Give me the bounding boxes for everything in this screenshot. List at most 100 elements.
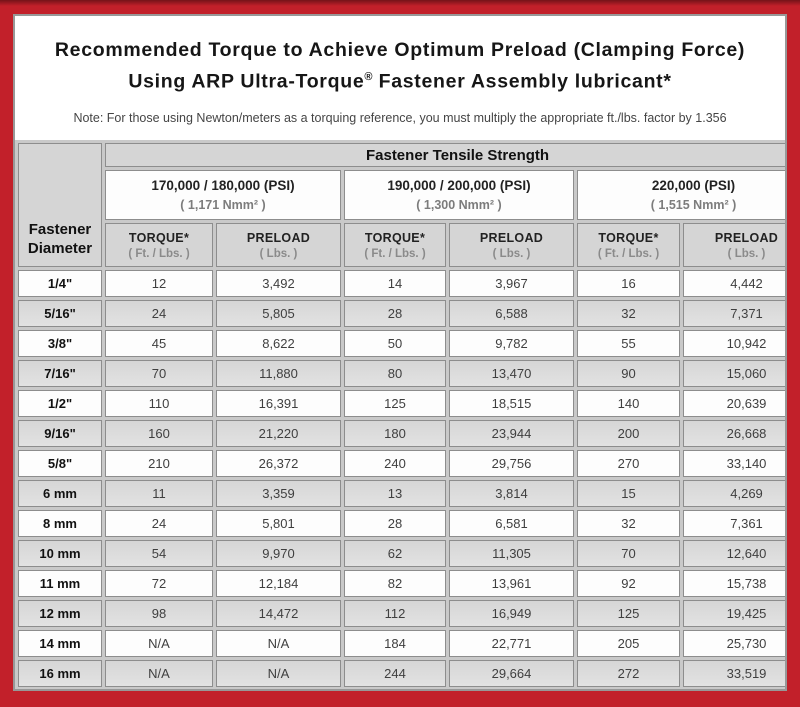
- torque-value: 112: [344, 600, 446, 627]
- torque-value: 54: [105, 540, 213, 567]
- torque-value: 45: [105, 330, 213, 357]
- torque-value: 15: [577, 480, 680, 507]
- column-header-torque-2: TORQUE* ( Ft. / Lbs. ): [344, 223, 446, 267]
- preload-value: 10,942: [683, 330, 785, 357]
- preload-value: 6,588: [449, 300, 574, 327]
- nmm-label: ( 1,515 Nmm² ): [650, 198, 737, 212]
- preload-value: 33,140: [683, 450, 785, 477]
- torque-value: 244: [344, 660, 446, 687]
- torque-value: 62: [344, 540, 446, 567]
- psi-label: 170,000 / 180,000 (PSI): [151, 178, 295, 193]
- preload-value: 12,640: [683, 540, 785, 567]
- row-diameter-label: 8 mm: [18, 510, 102, 537]
- torque-value: 125: [344, 390, 446, 417]
- row-diameter-label: 10 mm: [18, 540, 102, 567]
- strength-class-1: 170,000 / 180,000 (PSI) ( 1,171 Nmm² ): [105, 170, 341, 220]
- header-row-columns: TORQUE* ( Ft. / Lbs. ) PRELOAD ( Lbs. ) …: [18, 223, 785, 267]
- torque-value: 28: [344, 300, 446, 327]
- row-diameter-label: 7/16": [18, 360, 102, 387]
- title-block: Recommended Torque to Achieve Optimum Pr…: [15, 16, 785, 140]
- preload-value: 11,305: [449, 540, 574, 567]
- torque-value: 200: [577, 420, 680, 447]
- torque-value: 90: [577, 360, 680, 387]
- torque-value: 160: [105, 420, 213, 447]
- registered-mark: ®: [364, 71, 373, 83]
- table-row: 12 mm 98 14,472 112 16,949 125 19,425: [18, 600, 785, 627]
- table-row: 1/2" 110 16,391 125 18,515 140 20,639: [18, 390, 785, 417]
- preload-value: 5,805: [216, 300, 341, 327]
- strength-class-3: 220,000 (PSI) ( 1,515 Nmm² ): [577, 170, 785, 220]
- preload-value: 6,581: [449, 510, 574, 537]
- torque-value: 82: [344, 570, 446, 597]
- torque-value: 240: [344, 450, 446, 477]
- preload-value: 16,391: [216, 390, 341, 417]
- content-box: Recommended Torque to Achieve Optimum Pr…: [13, 14, 787, 691]
- preload-value: 7,361: [683, 510, 785, 537]
- preload-value: 7,371: [683, 300, 785, 327]
- preload-value: 13,961: [449, 570, 574, 597]
- column-header-torque-3: TORQUE* ( Ft. / Lbs. ): [577, 223, 680, 267]
- torque-value: 70: [577, 540, 680, 567]
- preload-value: 20,639: [683, 390, 785, 417]
- row-diameter-label: 5/8": [18, 450, 102, 477]
- torque-value: 24: [105, 300, 213, 327]
- preload-value: 13,470: [449, 360, 574, 387]
- torque-value: 70: [105, 360, 213, 387]
- preload-value: 9,970: [216, 540, 341, 567]
- torque-table: Fastener Diameter Fastener Tensile Stren…: [15, 140, 785, 689]
- preload-value: 3,967: [449, 270, 574, 297]
- nmm-label: ( 1,171 Nmm² ): [180, 198, 266, 212]
- preload-value: 9,782: [449, 330, 574, 357]
- torque-value: 16: [577, 270, 680, 297]
- row-diameter-label: 1/2": [18, 390, 102, 417]
- preload-value: 25,730: [683, 630, 785, 657]
- strength-class-2: 190,000 / 200,000 (PSI) ( 1,300 Nmm² ): [344, 170, 574, 220]
- title-line2-prefix: Using ARP Ultra-Torque: [128, 70, 365, 93]
- table-row: 3/8" 45 8,622 50 9,782 55 10,942: [18, 330, 785, 357]
- preload-value: 3,359: [216, 480, 341, 507]
- torque-value: 55: [577, 330, 680, 357]
- preload-value: N/A: [216, 630, 341, 657]
- corner-header: Fastener Diameter: [18, 143, 102, 267]
- torque-value: 270: [577, 450, 680, 477]
- page-title-line1: Recommended Torque to Achieve Optimum Pr…: [54, 39, 746, 61]
- torque-value: 72: [105, 570, 213, 597]
- table-row: 14 mm N/A N/A 184 22,771 205 25,730: [18, 630, 785, 657]
- preload-value: 5,801: [216, 510, 341, 537]
- header-row-psi: 170,000 / 180,000 (PSI) ( 1,171 Nmm² ) 1…: [18, 170, 785, 220]
- preload-value: 14,472: [216, 600, 341, 627]
- torque-value: 12: [105, 270, 213, 297]
- row-diameter-label: 3/8": [18, 330, 102, 357]
- preload-value: 18,515: [449, 390, 574, 417]
- torque-value: 28: [344, 510, 446, 537]
- preload-value: 33,519: [683, 660, 785, 687]
- table-row: 16 mm N/A N/A 244 29,664 272 33,519: [18, 660, 785, 687]
- tensile-strength-header: Fastener Tensile Strength: [105, 143, 785, 167]
- header-row-group: Fastener Diameter Fastener Tensile Stren…: [18, 143, 785, 267]
- table-row: 8 mm 24 5,801 28 6,581 32 7,361: [18, 510, 785, 537]
- preload-value: 8,622: [216, 330, 341, 357]
- torque-value: N/A: [105, 630, 213, 657]
- torque-value: 50: [344, 330, 446, 357]
- torque-value: 184: [344, 630, 446, 657]
- row-diameter-label: 11 mm: [18, 570, 102, 597]
- note-text: Note: For those using Newton/meters as a…: [73, 110, 727, 125]
- column-header-torque-1: TORQUE* ( Ft. / Lbs. ): [105, 223, 213, 267]
- preload-value: 15,060: [683, 360, 785, 387]
- row-diameter-label: 14 mm: [18, 630, 102, 657]
- table-row: 7/16" 70 11,880 80 13,470 90 15,060: [18, 360, 785, 387]
- title-line2-suffix: Fastener Assembly lubricant*: [372, 70, 672, 93]
- row-diameter-label: 12 mm: [18, 600, 102, 627]
- row-diameter-label: 6 mm: [18, 480, 102, 507]
- nmm-label: ( 1,300 Nmm² ): [416, 198, 502, 212]
- torque-value: N/A: [105, 660, 213, 687]
- preload-value: 3,814: [449, 480, 574, 507]
- preload-value: 11,880: [216, 360, 341, 387]
- torque-value: 140: [577, 390, 680, 417]
- table-row: 5/16" 24 5,805 28 6,588 32 7,371: [18, 300, 785, 327]
- torque-value: 210: [105, 450, 213, 477]
- torque-value: 125: [577, 600, 680, 627]
- psi-label: 190,000 / 200,000 (PSI): [387, 178, 531, 193]
- torque-value: 272: [577, 660, 680, 687]
